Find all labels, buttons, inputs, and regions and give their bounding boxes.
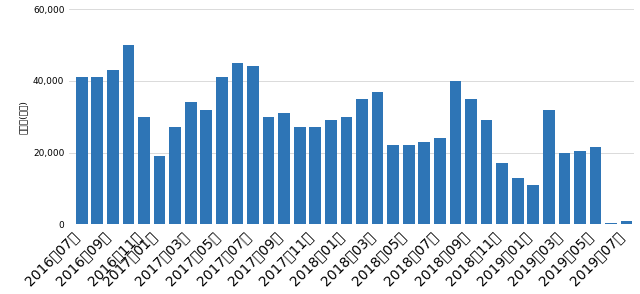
Bar: [107, 70, 118, 224]
Bar: [543, 110, 555, 224]
Bar: [154, 156, 165, 224]
Bar: [232, 63, 243, 224]
Y-axis label: 거래량(건수): 거래량(건수): [19, 100, 28, 134]
Bar: [465, 99, 477, 224]
Bar: [278, 113, 290, 224]
Bar: [481, 120, 492, 224]
Bar: [185, 102, 196, 224]
Bar: [559, 153, 570, 224]
Bar: [403, 146, 415, 224]
Bar: [527, 185, 539, 224]
Bar: [76, 77, 88, 224]
Bar: [589, 147, 602, 224]
Bar: [512, 178, 524, 224]
Bar: [138, 117, 150, 224]
Bar: [449, 81, 461, 224]
Bar: [123, 45, 134, 224]
Bar: [216, 77, 228, 224]
Bar: [496, 163, 508, 224]
Bar: [200, 110, 212, 224]
Bar: [309, 128, 321, 224]
Bar: [372, 92, 383, 224]
Bar: [574, 151, 586, 224]
Bar: [356, 99, 368, 224]
Bar: [294, 128, 305, 224]
Bar: [621, 221, 632, 224]
Bar: [419, 142, 430, 224]
Bar: [340, 117, 352, 224]
Bar: [92, 77, 103, 224]
Bar: [247, 66, 259, 224]
Bar: [325, 120, 337, 224]
Bar: [170, 128, 181, 224]
Bar: [263, 117, 275, 224]
Bar: [605, 223, 617, 224]
Bar: [387, 146, 399, 224]
Bar: [434, 138, 445, 224]
